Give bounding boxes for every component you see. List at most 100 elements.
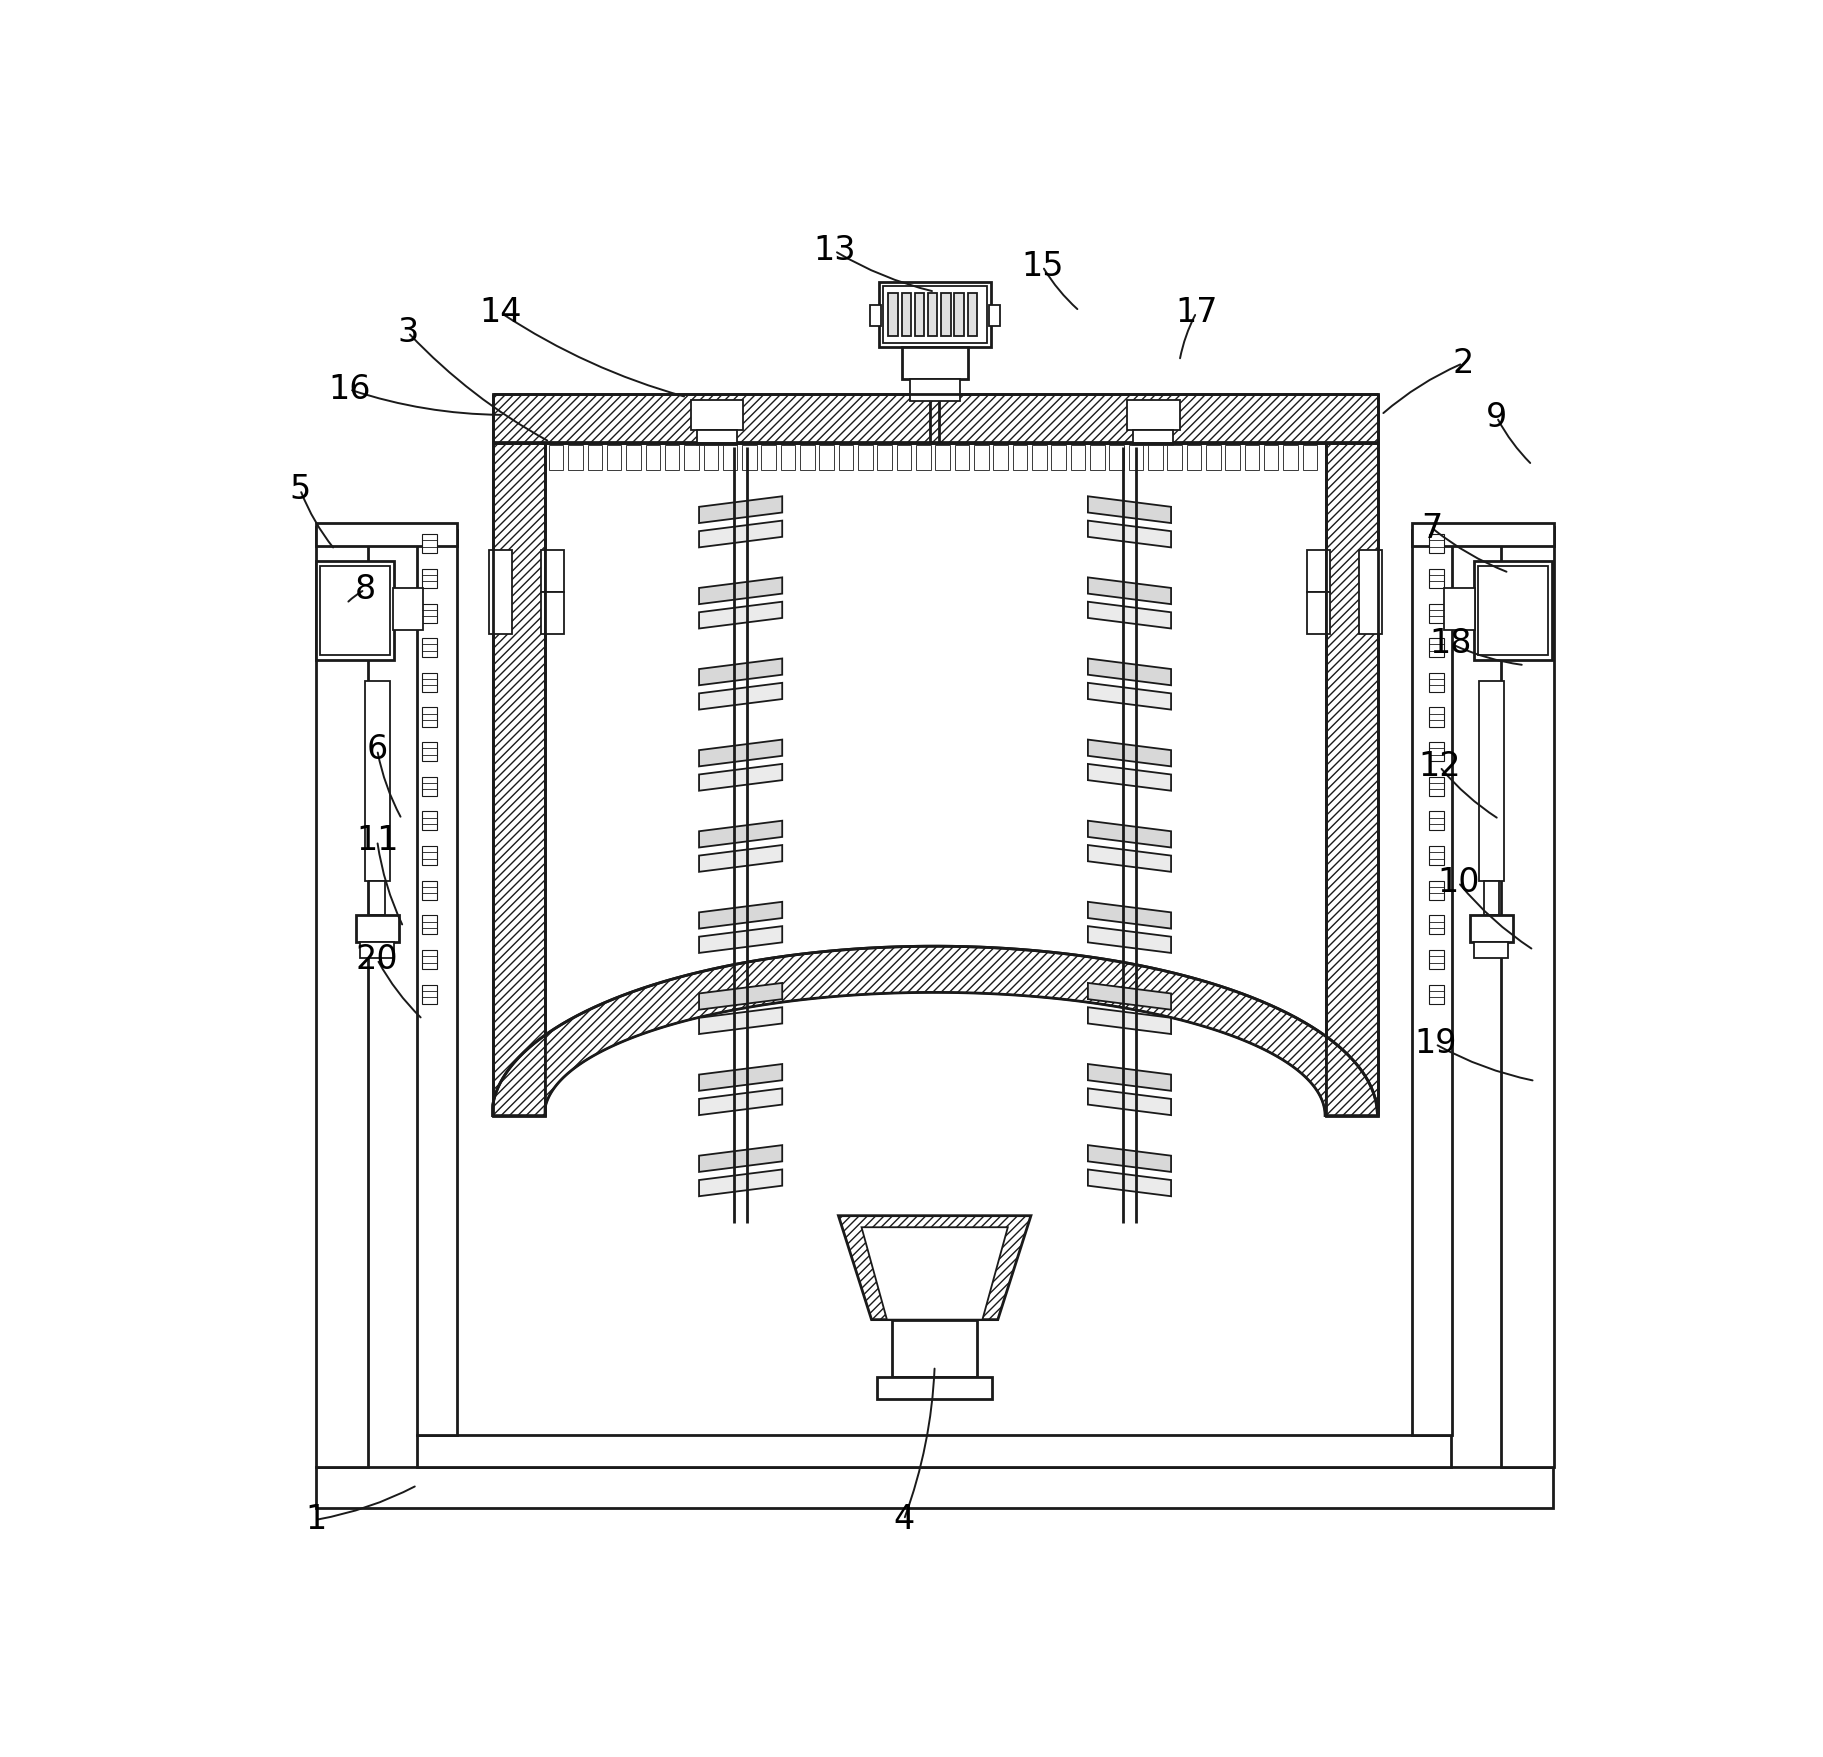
Bar	[1429, 777, 1444, 796]
Bar	[321, 566, 390, 655]
Bar	[1325, 443, 1378, 1116]
Polygon shape	[1088, 520, 1170, 548]
Polygon shape	[1088, 495, 1170, 524]
Polygon shape	[1088, 1065, 1170, 1091]
Polygon shape	[698, 520, 782, 548]
Polygon shape	[698, 495, 782, 524]
Bar	[1358, 550, 1382, 634]
Bar	[421, 777, 438, 796]
Bar	[1110, 445, 1125, 469]
Text: 7: 7	[1422, 511, 1442, 545]
Bar	[370, 880, 385, 915]
Bar	[910, 380, 961, 401]
Bar	[1429, 915, 1444, 935]
Bar	[994, 445, 1008, 469]
Polygon shape	[698, 601, 782, 629]
Bar	[421, 915, 438, 935]
Text: 20: 20	[355, 944, 399, 975]
Polygon shape	[1088, 659, 1170, 685]
Bar	[902, 348, 968, 380]
Bar	[421, 604, 438, 622]
Bar	[870, 304, 881, 327]
Polygon shape	[1088, 901, 1170, 929]
Bar	[1429, 534, 1444, 553]
Bar	[1245, 445, 1260, 469]
Polygon shape	[1088, 1007, 1170, 1035]
Bar	[1225, 445, 1240, 469]
Bar	[365, 680, 390, 880]
Bar	[1429, 741, 1444, 761]
Bar	[800, 445, 815, 469]
Polygon shape	[698, 821, 782, 847]
Text: 6: 6	[366, 733, 388, 766]
Text: 4: 4	[893, 1504, 915, 1536]
Polygon shape	[1088, 740, 1170, 766]
Bar	[421, 569, 438, 589]
Bar	[1473, 560, 1551, 659]
Polygon shape	[1088, 683, 1170, 710]
Bar	[1429, 708, 1444, 727]
Polygon shape	[698, 659, 782, 685]
Text: 5: 5	[290, 473, 310, 506]
Bar	[421, 847, 438, 864]
Bar	[1475, 942, 1508, 958]
Bar	[1502, 527, 1553, 1467]
Bar	[1303, 445, 1318, 469]
Bar	[691, 401, 744, 429]
Bar	[891, 1320, 977, 1377]
Polygon shape	[698, 845, 782, 871]
Bar	[1429, 604, 1444, 622]
Bar	[1444, 589, 1475, 631]
Bar	[1429, 569, 1444, 589]
Bar	[897, 445, 912, 469]
Bar	[1307, 550, 1329, 592]
Bar	[1469, 915, 1513, 942]
Bar	[859, 445, 873, 469]
Bar	[1090, 445, 1105, 469]
Polygon shape	[698, 1170, 782, 1197]
Bar	[1283, 445, 1298, 469]
Text: 16: 16	[328, 372, 370, 406]
Bar	[941, 293, 950, 336]
Polygon shape	[862, 1226, 1008, 1320]
Text: 19: 19	[1415, 1028, 1457, 1061]
Polygon shape	[1088, 1146, 1170, 1172]
Bar	[704, 445, 718, 469]
Bar	[820, 445, 833, 469]
Bar	[361, 942, 394, 958]
Bar	[877, 445, 891, 469]
Bar	[955, 445, 970, 469]
Bar	[1429, 984, 1444, 1003]
Polygon shape	[1088, 578, 1170, 604]
Bar	[489, 550, 512, 634]
Bar	[1032, 445, 1046, 469]
Bar	[627, 445, 640, 469]
Bar	[421, 673, 438, 692]
Bar	[1014, 445, 1026, 469]
Bar	[549, 445, 563, 469]
Bar	[417, 531, 458, 1435]
Bar	[1429, 812, 1444, 831]
Polygon shape	[698, 683, 782, 710]
Bar	[1167, 445, 1181, 469]
Bar	[1127, 401, 1179, 429]
Polygon shape	[1088, 821, 1170, 847]
Bar	[569, 445, 583, 469]
Bar	[839, 445, 853, 469]
Bar	[888, 293, 897, 336]
Bar	[935, 445, 950, 469]
Bar	[973, 445, 988, 469]
Bar	[607, 445, 622, 469]
Bar	[355, 915, 399, 942]
Bar	[1429, 880, 1444, 900]
Bar	[879, 281, 992, 348]
Bar	[417, 1435, 1451, 1467]
Bar	[421, 534, 438, 553]
Bar	[968, 293, 977, 336]
Bar	[1070, 445, 1085, 469]
Bar	[928, 293, 937, 336]
Bar	[421, 880, 438, 900]
Polygon shape	[698, 764, 782, 791]
Text: 3: 3	[397, 316, 419, 350]
Text: 12: 12	[1418, 750, 1460, 784]
